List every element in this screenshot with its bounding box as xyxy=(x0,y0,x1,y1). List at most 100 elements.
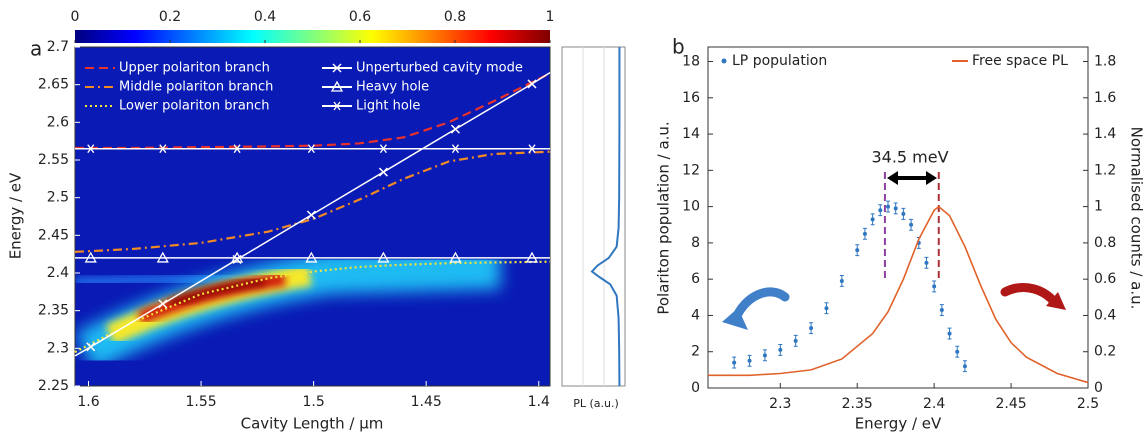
y-tick-label: 2.35 xyxy=(38,303,69,319)
marker xyxy=(332,101,342,111)
x-tick-label: 1.45 xyxy=(411,394,442,410)
marker xyxy=(85,144,96,154)
double-arrow xyxy=(887,171,937,185)
arrow xyxy=(722,308,748,330)
data-point xyxy=(793,338,798,343)
legend-label: Upper polariton branch xyxy=(119,61,270,76)
y-axis-title: Polariton population / a.u. xyxy=(655,121,673,314)
marker xyxy=(305,251,318,263)
series-line xyxy=(708,205,1089,384)
arrow xyxy=(1046,292,1066,310)
pl-frame xyxy=(561,46,626,387)
data-point xyxy=(839,278,844,283)
marker xyxy=(526,144,537,154)
marker xyxy=(332,63,342,73)
y-tick-label: 2.3 xyxy=(47,340,69,356)
legend-label: Lower polariton branch xyxy=(119,99,269,114)
x-tick-label: 2.3 xyxy=(769,396,791,412)
arrow xyxy=(1000,283,1060,308)
data-point xyxy=(901,211,906,216)
y-tick-label: 2.65 xyxy=(38,77,69,93)
y-tick-label: 8 xyxy=(691,235,700,251)
series-line xyxy=(74,260,551,354)
x-tick-label: 1.4 xyxy=(528,394,550,410)
x-axis-title: Energy / eV xyxy=(855,415,942,433)
marker xyxy=(232,144,243,154)
y-tick-label: 18 xyxy=(682,54,700,70)
marker xyxy=(86,342,96,352)
annotation: 34.5 meV xyxy=(871,148,948,167)
marker xyxy=(450,124,460,134)
marker xyxy=(378,144,389,154)
y-tick-label: 2.45 xyxy=(38,227,69,243)
marker xyxy=(449,251,462,263)
y2-tick-label: 0 xyxy=(1094,380,1103,396)
x-tick-label: 1.6 xyxy=(77,394,99,410)
colorbar-tick-label: 1 xyxy=(546,9,555,25)
colorbar-tick-label: 0.4 xyxy=(254,9,276,25)
panel-label: b xyxy=(672,35,685,59)
data-point xyxy=(824,306,829,311)
legend-label: LP population xyxy=(732,53,827,69)
marker xyxy=(525,251,539,263)
plot-frame xyxy=(74,46,551,387)
y2-tick-label: 1.8 xyxy=(1094,54,1116,70)
legend-label: Middle polariton branch xyxy=(119,80,273,95)
data-point xyxy=(778,347,783,352)
y2-tick-label: 0.6 xyxy=(1094,271,1116,287)
data-point xyxy=(932,284,937,289)
marker xyxy=(378,167,388,177)
y-tick-label: 2.25 xyxy=(38,378,69,394)
colorbar xyxy=(75,30,550,43)
marker xyxy=(527,79,537,89)
y-tick-label: 12 xyxy=(682,162,700,178)
y2-tick-label: 0.8 xyxy=(1094,235,1116,251)
marker xyxy=(306,210,316,220)
marker xyxy=(84,251,97,263)
y2-tick-label: 1.2 xyxy=(1094,162,1116,178)
y2-tick-label: 1.6 xyxy=(1094,90,1116,106)
y-tick-label: 2.7 xyxy=(47,39,69,55)
y-tick-label: 14 xyxy=(682,126,700,142)
colorbar-tick-label: 0 xyxy=(71,9,80,25)
colorbar-tick-label: 0.6 xyxy=(349,9,371,25)
legend-label: Heavy hole xyxy=(356,80,429,95)
y-tick-label: 2.4 xyxy=(47,265,69,281)
data-point xyxy=(878,208,883,213)
x-tick-label: 2.45 xyxy=(995,396,1026,412)
data-point xyxy=(862,231,867,236)
data-point xyxy=(947,331,952,336)
data-point xyxy=(732,360,737,365)
y2-axis-title: Normalised counts / a.u. xyxy=(1128,127,1146,310)
data-point xyxy=(939,308,944,313)
plot-frame xyxy=(707,46,1089,389)
data-point xyxy=(870,217,875,222)
y-axis-title: Energy / eV xyxy=(7,172,25,259)
data-point xyxy=(893,206,898,211)
marker xyxy=(158,299,168,309)
y2-tick-label: 0.4 xyxy=(1094,307,1116,323)
data-point xyxy=(747,358,752,363)
data-point xyxy=(762,353,767,358)
x-tick-label: 2.5 xyxy=(1077,396,1099,412)
data-point xyxy=(909,222,914,227)
marker xyxy=(330,80,344,92)
data-point xyxy=(809,326,814,331)
x-tick-label: 1.55 xyxy=(185,394,216,410)
y2-tick-label: 1.4 xyxy=(1094,126,1116,142)
y-tick-label: 2.5 xyxy=(47,190,69,206)
x-tick-label: 1.5 xyxy=(302,394,324,410)
pl-line xyxy=(590,47,621,387)
data-point xyxy=(955,349,960,354)
legend-label: Free space PL xyxy=(972,53,1068,69)
data-point xyxy=(962,364,967,369)
x-tick-label: 2.35 xyxy=(842,396,873,412)
marker xyxy=(377,251,390,263)
y-tick-label: 2.55 xyxy=(38,152,69,168)
heatmap-image xyxy=(75,47,550,386)
legend-label: Light hole xyxy=(356,99,420,114)
arrow xyxy=(730,287,790,325)
pl-axis-title: PL (a.u.) xyxy=(573,397,619,410)
data-point xyxy=(924,260,929,265)
